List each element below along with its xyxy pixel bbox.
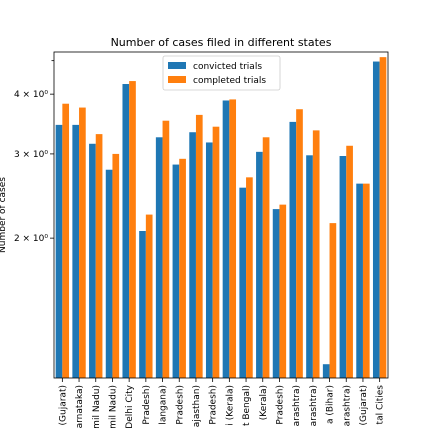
bar-completed-trials-18 — [362, 183, 370, 378]
bar-completed-trials-7 — [179, 158, 186, 378]
bar-convicted-trials-1 — [72, 124, 80, 378]
legend-swatch-0 — [168, 62, 186, 69]
chart-title: Number of cases filed in different state… — [111, 36, 332, 49]
bar-completed-trials-1 — [79, 107, 86, 379]
bar-convicted-trials-5 — [139, 230, 146, 378]
x-tick-label-11: t Bengal) — [242, 385, 252, 426]
bar-convicted-trials-19 — [372, 61, 380, 378]
x-tick-label-4: Delhi City — [125, 384, 135, 428]
legend-label-0: convicted trials — [193, 62, 262, 72]
bar-convicted-trials-3 — [105, 169, 113, 378]
bar-convicted-trials-13 — [272, 209, 280, 378]
bar-completed-trials-19 — [379, 57, 387, 379]
bar-completed-trials-9 — [212, 126, 220, 378]
bar-convicted-trials-4 — [122, 84, 130, 378]
bar-completed-trials-8 — [195, 114, 203, 378]
legend-swatch-1 — [168, 76, 186, 83]
legend-box — [162, 55, 281, 91]
bar-convicted-trials-10 — [222, 100, 230, 379]
bar-completed-trials-2 — [95, 134, 103, 378]
legend: convicted trials completed trials — [162, 55, 281, 91]
bar-completed-trials-12 — [262, 137, 270, 378]
x-tick-label-18: (Gujarat) — [359, 385, 369, 425]
x-tick-label-17: arashtra) — [342, 385, 352, 426]
bar-completed-trials-6 — [162, 120, 170, 378]
bar-convicted-trials-18 — [356, 183, 363, 378]
bar-completed-trials-4 — [129, 81, 136, 379]
x-tick-label-0: (Gujarat) — [58, 385, 68, 425]
bar-convicted-trials-2 — [89, 143, 96, 378]
y-tick-label-2: 4 × 10⁰ — [14, 90, 48, 100]
x-tick-label-16: a (Bihar) — [326, 385, 336, 424]
bar-convicted-trials-16 — [322, 364, 330, 378]
x-tick-label-6: langana) — [159, 385, 169, 425]
x-tick-label-1: arnataka) — [75, 385, 85, 428]
x-tick-label-7: Pradesh) — [175, 385, 185, 425]
y-tick-label-0: 2 × 10⁰ — [14, 234, 48, 244]
bar-completed-trials-0 — [62, 103, 70, 378]
bar-completed-trials-11 — [246, 177, 253, 378]
bar-convicted-trials-15 — [306, 155, 313, 378]
bar-convicted-trials-17 — [339, 155, 347, 378]
y-tick-label-1: 3 × 10⁰ — [14, 150, 48, 160]
x-tick-label-2: mil Nadu) — [92, 385, 102, 429]
bar-completed-trials-10 — [229, 99, 237, 379]
legend-label-1: completed trials — [193, 76, 266, 86]
x-tick-label-3: mil Nadu) — [108, 385, 118, 429]
x-tick-label-15: arashtra) — [309, 385, 319, 426]
bar-convicted-trials-7 — [172, 164, 180, 378]
x-tick-label-10: i (Kerala) — [225, 385, 235, 426]
y-axis-label: Number of cases — [0, 177, 8, 253]
x-tick-label-12: (Kerala) — [259, 385, 269, 420]
x-tick-label-13: Pradesh) — [275, 385, 285, 425]
x-tick-label-8: ajasthan) — [192, 385, 202, 427]
bar-convicted-trials-12 — [256, 151, 263, 378]
bar-convicted-trials-14 — [289, 121, 297, 378]
bar-completed-trials-15 — [312, 130, 320, 378]
x-tick-label-19: tal Cities — [376, 385, 386, 425]
bar-completed-trials-17 — [346, 145, 353, 378]
x-tick-label-5: Pradesh) — [142, 385, 152, 425]
bar-completed-trials-3 — [112, 153, 120, 378]
bar-convicted-trials-9 — [205, 142, 213, 378]
bar-completed-trials-5 — [145, 214, 153, 378]
bar-completed-trials-14 — [296, 109, 303, 378]
bar-convicted-trials-6 — [155, 137, 163, 378]
x-tick-label-9: Pradesh) — [209, 385, 219, 425]
bar-convicted-trials-11 — [239, 187, 247, 378]
x-tick-label-14: arashtra) — [292, 385, 302, 426]
plot-frame — [53, 51, 389, 379]
bar-convicted-trials-0 — [55, 124, 63, 378]
bar-convicted-trials-8 — [189, 132, 196, 378]
bar-completed-trials-16 — [329, 223, 337, 378]
bar-completed-trials-13 — [279, 204, 287, 378]
